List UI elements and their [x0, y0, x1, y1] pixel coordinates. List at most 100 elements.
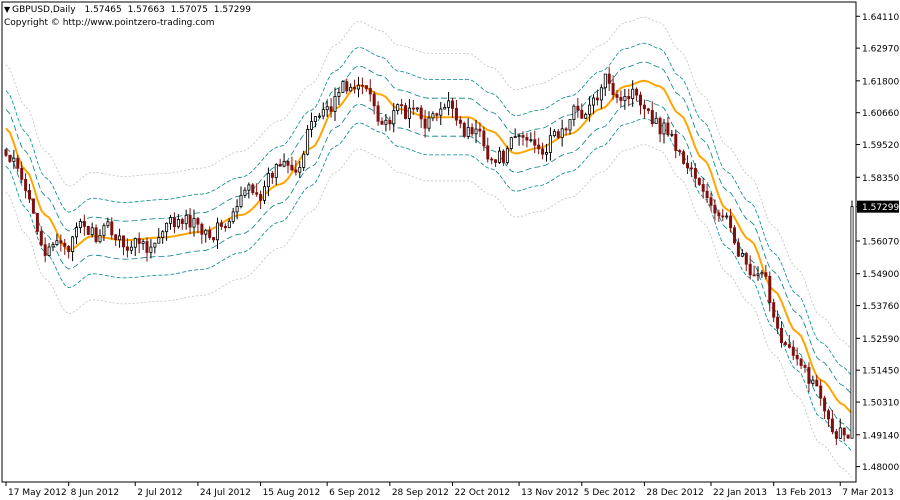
y-tick-label: 1.56070	[862, 238, 899, 248]
candle	[153, 242, 157, 254]
y-tick-label: 1.52590	[862, 335, 899, 345]
candle	[474, 119, 478, 144]
candle	[180, 217, 184, 230]
candle	[713, 199, 717, 221]
candle	[701, 177, 705, 199]
candle	[384, 114, 388, 132]
candle	[168, 214, 172, 230]
candle	[353, 79, 357, 94]
current-price-label: 1.57299	[862, 203, 899, 213]
candle	[20, 161, 24, 184]
candle	[517, 133, 521, 146]
candle	[27, 183, 31, 203]
x-tick-label: 24 Jul 2012	[200, 488, 251, 498]
candle	[666, 116, 670, 137]
candle	[635, 87, 639, 102]
candle	[697, 177, 701, 186]
candle	[47, 243, 51, 257]
candle	[325, 100, 329, 117]
x-tick-label: 8 Jun 2012	[71, 488, 119, 498]
candle	[67, 245, 71, 259]
candle	[525, 132, 529, 148]
x-tick-label: 22 Oct 2012	[455, 488, 511, 498]
candle	[24, 173, 28, 199]
candle	[122, 235, 126, 256]
y-tick-label: 1.64110	[862, 13, 899, 23]
candle	[345, 78, 349, 95]
candle	[725, 212, 729, 220]
y-tick-label: 1.61800	[862, 77, 899, 87]
candle	[368, 79, 372, 102]
candle	[302, 150, 306, 171]
candle	[772, 298, 776, 323]
candle	[262, 180, 266, 205]
candle	[458, 115, 462, 129]
candle	[388, 116, 392, 131]
candle	[137, 232, 141, 254]
y-tick-label: 1.50310	[862, 399, 899, 409]
candle	[407, 99, 411, 128]
candle	[172, 212, 176, 234]
candle	[266, 167, 270, 197]
candle	[78, 218, 82, 234]
candle	[819, 379, 823, 406]
candle	[55, 233, 59, 247]
candle	[364, 85, 368, 92]
open-value: 1.57465	[84, 5, 122, 15]
candle	[396, 103, 400, 115]
candle	[552, 128, 556, 138]
candle	[376, 101, 380, 126]
candle	[415, 107, 419, 112]
candle	[827, 408, 831, 427]
candle	[689, 161, 693, 178]
current-price-box	[857, 200, 899, 213]
candle	[71, 235, 75, 262]
candle	[239, 186, 243, 209]
candle	[803, 364, 807, 373]
candle	[501, 149, 505, 166]
close-value: 1.57299	[213, 5, 251, 15]
candle	[466, 118, 470, 140]
plot-frame	[1, 1, 857, 483]
candle	[392, 103, 396, 133]
candle	[270, 170, 274, 185]
candle	[823, 395, 827, 419]
candle	[686, 155, 690, 174]
candle	[321, 102, 325, 120]
candle	[102, 223, 106, 241]
y-tick-label: 1.48000	[862, 463, 899, 473]
candle	[274, 163, 278, 185]
candle	[419, 104, 423, 128]
candle	[619, 90, 623, 107]
candle	[627, 88, 631, 107]
candle	[333, 87, 337, 121]
candle	[537, 137, 541, 155]
low-value: 1.57075	[170, 5, 208, 15]
candle	[286, 159, 290, 174]
candle	[658, 116, 662, 143]
candle	[86, 225, 90, 236]
x-tick-label: 17 May 2012	[8, 488, 67, 498]
candle	[247, 182, 251, 199]
candle	[588, 96, 592, 122]
candle	[435, 112, 439, 122]
candle	[90, 222, 94, 238]
x-tick-label: 7 Mar 2013	[842, 488, 893, 498]
candle	[846, 434, 850, 439]
x-tick-label: 5 Dec 2012	[584, 488, 636, 498]
x-tick-label: 6 Sep 2012	[329, 488, 380, 498]
candle	[82, 214, 86, 236]
candle	[497, 146, 501, 164]
band-middle-lower	[5, 118, 853, 452]
candle	[748, 255, 752, 280]
candle	[204, 228, 208, 243]
dropdown-triangle-icon[interactable]: ▼	[4, 5, 11, 14]
candle	[439, 101, 443, 126]
candle	[760, 269, 764, 278]
candle	[372, 91, 376, 115]
candle	[165, 222, 169, 241]
candle	[654, 112, 658, 125]
candle	[75, 222, 79, 245]
candle	[568, 119, 572, 135]
